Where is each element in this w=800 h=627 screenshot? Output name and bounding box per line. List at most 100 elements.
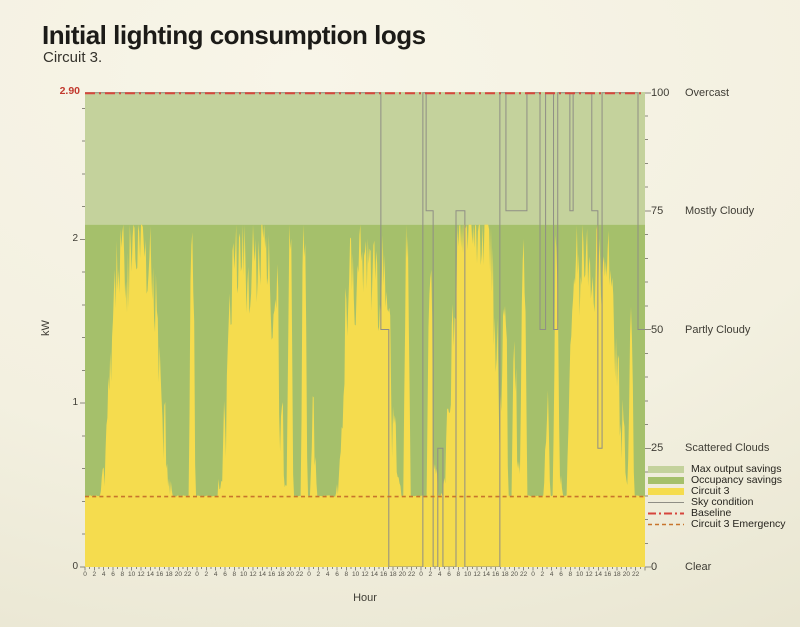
x-tick-label: 16 xyxy=(380,571,388,578)
x-tick-label: 8 xyxy=(568,571,573,578)
legend-item: Circuit 3 xyxy=(648,485,730,497)
x-tick-label: 14 xyxy=(482,571,490,578)
x-tick-label: 10 xyxy=(352,571,360,578)
x-axis-label: Hour xyxy=(353,592,377,604)
legend-item: Sky condition xyxy=(648,496,754,508)
x-tick-label: 8 xyxy=(120,571,125,578)
x-tick-label: 10 xyxy=(576,571,584,578)
x-tick-label: 12 xyxy=(585,571,593,578)
legend-label: Circuit 3 xyxy=(691,485,730,497)
x-tick-label: 6 xyxy=(335,571,339,578)
x-tick-label: 2 xyxy=(204,571,209,578)
x-tick-label: 16 xyxy=(156,571,164,578)
x-tick-label: 22 xyxy=(184,571,192,578)
x-tick-label: 4 xyxy=(549,571,554,578)
legend-label: Max output savings xyxy=(691,463,782,475)
x-tick-label: 22 xyxy=(520,571,528,578)
sky-condition-label: Scattered Clouds xyxy=(685,442,770,455)
x-tick-label: 0 xyxy=(531,571,535,578)
x-tick-label: 20 xyxy=(510,571,518,578)
left-tick-label: 0 xyxy=(72,561,78,572)
sky-condition-label: Overcast xyxy=(685,86,730,99)
circuit3-consumption-area xyxy=(85,224,645,567)
x-tick-label: 20 xyxy=(286,571,294,578)
x-tick-label: 14 xyxy=(370,571,378,578)
left-tick-label: 1 xyxy=(72,397,78,409)
x-tick-label: 12 xyxy=(361,571,369,578)
legend-label: Circuit 3 Emergency xyxy=(691,518,786,530)
legend-item: Max output savings xyxy=(648,463,782,475)
legend-item: Circuit 3 Emergency xyxy=(648,518,786,530)
x-tick-label: 18 xyxy=(165,571,173,578)
right-tick-label: 25 xyxy=(651,442,664,455)
legend-label: Sky condition xyxy=(691,496,754,508)
x-tick-label: 12 xyxy=(249,571,257,578)
x-tick-label: 20 xyxy=(622,571,630,578)
x-tick-label: 2 xyxy=(92,571,97,578)
x-tick-label: 6 xyxy=(111,571,115,578)
x-tick-label: 2 xyxy=(540,571,545,578)
x-tick-label: 18 xyxy=(613,571,621,578)
y-axis-label: kW xyxy=(39,320,52,336)
x-tick-label: 10 xyxy=(464,571,472,578)
x-tick-label: 4 xyxy=(101,571,106,578)
legend-swatch-circuit-3-emergency xyxy=(648,523,684,525)
legend-swatch-circuit-3 xyxy=(648,487,684,495)
x-tick-label: 10 xyxy=(128,571,136,578)
x-tick-label: 14 xyxy=(258,571,266,578)
right-tick-label: 0 xyxy=(651,561,658,573)
x-tick-label: 20 xyxy=(174,571,182,578)
x-tick-label: 4 xyxy=(437,571,442,578)
x-tick-label: 4 xyxy=(213,571,218,578)
legend-item: Baseline xyxy=(648,507,732,519)
legend-item: Occupancy savings xyxy=(648,474,783,486)
x-tick-label: 14 xyxy=(146,571,154,578)
right-tick-label: 100 xyxy=(651,86,670,99)
x-tick-label: 16 xyxy=(492,571,500,578)
x-tick-label: 12 xyxy=(473,571,481,578)
x-tick-label: 12 xyxy=(137,571,145,578)
x-tick-label: 22 xyxy=(408,571,416,578)
x-tick-label: 8 xyxy=(344,571,349,578)
legend-label: Baseline xyxy=(691,507,732,519)
x-tick-label: 18 xyxy=(277,571,285,578)
max-output-savings-area xyxy=(85,92,645,225)
legend-swatch-max-output-savings xyxy=(648,465,684,473)
sky-condition-label: Partly Cloudy xyxy=(685,323,751,336)
x-tick-label: 14 xyxy=(594,571,602,578)
x-tick-label: 16 xyxy=(604,571,612,578)
right-tick-label: 75 xyxy=(651,204,664,217)
legend-swatch-occupancy-savings xyxy=(648,476,684,484)
x-tick-label: 18 xyxy=(501,571,509,578)
sky-condition-label: Clear xyxy=(685,561,712,573)
legend-label: Occupancy savings xyxy=(691,474,783,486)
x-tick-label: 6 xyxy=(559,571,563,578)
x-tick-label: 16 xyxy=(268,571,276,578)
x-tick-label: 0 xyxy=(195,571,199,578)
x-tick-label: 22 xyxy=(296,571,304,578)
sky-condition-label: Mostly Cloudy xyxy=(685,204,755,217)
right-tick-label: 50 xyxy=(651,323,664,336)
x-tick-label: 0 xyxy=(307,571,311,578)
x-tick-label: 0 xyxy=(419,571,423,578)
baseline-value-label: 2.90 xyxy=(59,85,80,97)
x-tick-label: 8 xyxy=(232,571,237,578)
x-tick-label: 18 xyxy=(389,571,397,578)
legend-swatch-sky-condition xyxy=(648,501,684,503)
page-subtitle: Circuit 3. xyxy=(43,49,103,66)
x-tick-label: 2 xyxy=(316,571,321,578)
plot-area xyxy=(85,92,645,567)
x-tick-label: 0 xyxy=(83,571,87,578)
legend-swatch-baseline xyxy=(648,512,684,514)
x-tick-label: 6 xyxy=(223,571,227,578)
x-tick-label: 20 xyxy=(398,571,406,578)
x-tick-label: 8 xyxy=(456,571,461,578)
x-tick-label: 10 xyxy=(240,571,248,578)
x-tick-label: 6 xyxy=(447,571,451,578)
left-tick-label: 2 xyxy=(72,233,78,245)
x-tick-label: 2 xyxy=(428,571,433,578)
sky-condition-line xyxy=(85,92,645,567)
page-title: Initial lighting consumption logs xyxy=(42,20,426,50)
x-tick-label: 22 xyxy=(632,571,640,578)
